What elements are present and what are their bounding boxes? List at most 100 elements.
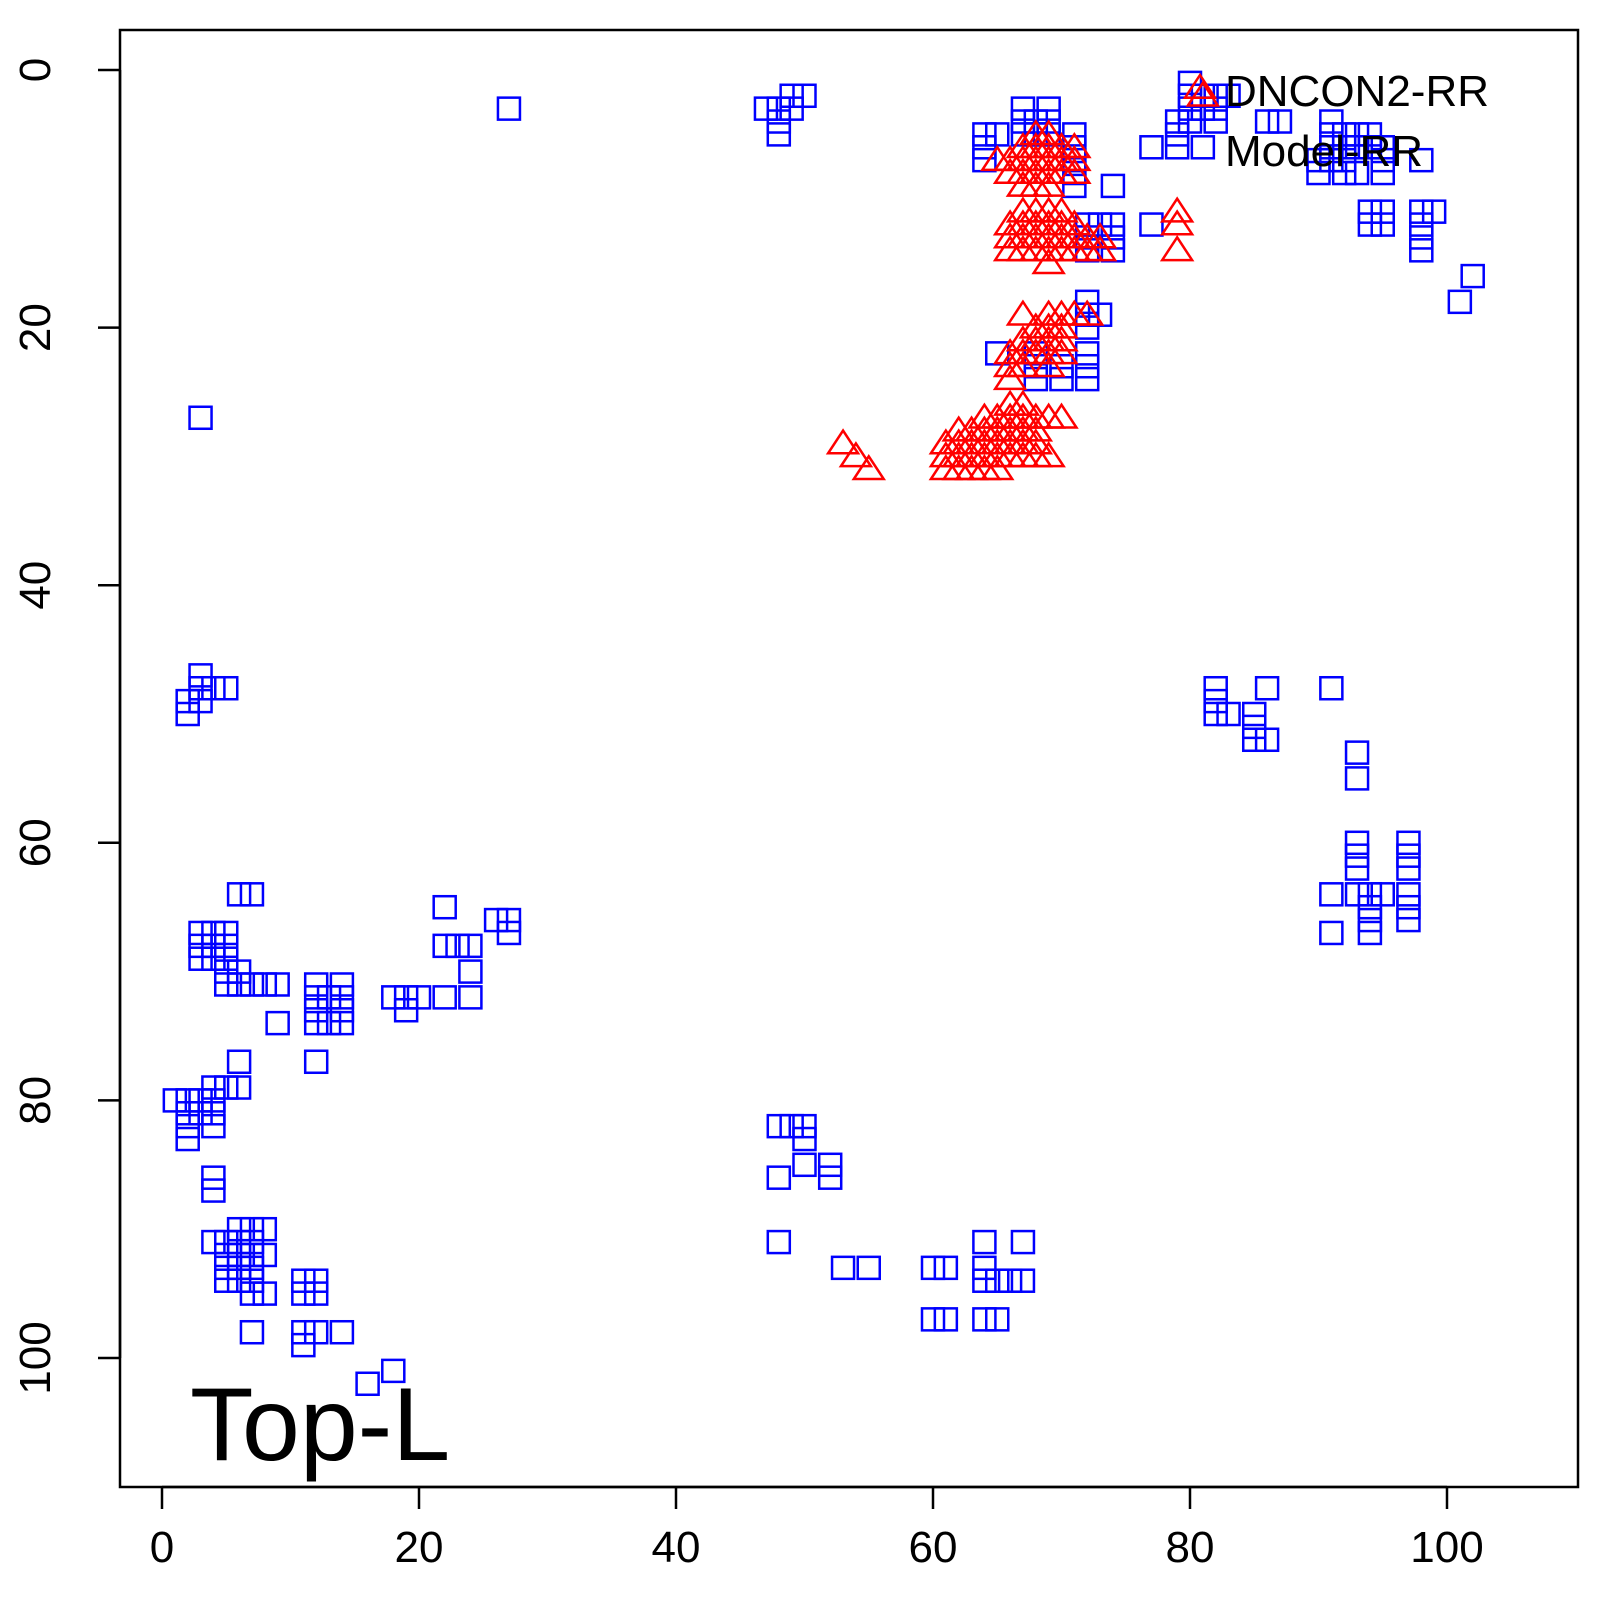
data-point-triangle <box>1031 170 1066 197</box>
x-tick-label: 0 <box>150 1523 174 1572</box>
data-point-square <box>1049 366 1074 392</box>
data-point-square <box>779 1113 804 1139</box>
data-point-square <box>1396 882 1421 907</box>
data-point-square <box>381 985 406 1010</box>
x-tick-label: 60 <box>909 1523 958 1572</box>
data-point-square <box>1357 894 1383 920</box>
data-point-square <box>226 1268 252 1293</box>
data-point-square <box>214 933 239 959</box>
x-tick-label: 40 <box>652 1523 701 1572</box>
data-point-square <box>496 96 522 121</box>
data-point-triangle <box>1159 209 1195 236</box>
data-point-square <box>329 997 355 1023</box>
data-point-triangle <box>1018 428 1054 455</box>
data-point-triangle <box>1057 209 1092 236</box>
data-point-square <box>214 959 239 984</box>
data-point-square <box>201 933 226 959</box>
data-point-triangle <box>851 454 887 481</box>
data-point-square <box>1370 147 1395 173</box>
data-point-square <box>175 688 200 714</box>
data-point-square <box>175 1101 200 1126</box>
data-point-triangle <box>992 363 1028 391</box>
data-point-square <box>1357 212 1383 237</box>
data-point-square <box>201 1075 226 1100</box>
data-point-square <box>226 972 252 997</box>
data-point-square <box>1306 160 1331 186</box>
data-point-triangle <box>1044 312 1079 339</box>
data-point-triangle <box>1005 389 1041 416</box>
data-point-triangle <box>1005 299 1041 326</box>
data-point-square <box>1409 225 1434 250</box>
data-point-square <box>1409 147 1434 173</box>
data-point-triangle <box>1031 247 1066 275</box>
data-point-square <box>1216 701 1241 727</box>
data-point-square <box>239 972 265 997</box>
data-point-square <box>1190 96 1216 121</box>
data-point-square <box>933 1307 959 1332</box>
data-point-square <box>1331 147 1357 173</box>
data-point-square <box>933 1255 959 1281</box>
data-point-square <box>1254 727 1280 753</box>
data-point-square <box>1344 843 1370 868</box>
data-point-square <box>406 985 432 1010</box>
data-point-triangle <box>838 441 874 468</box>
data-point-square <box>766 1113 792 1139</box>
data-point-square <box>329 1319 355 1345</box>
data-point-square <box>830 1255 856 1281</box>
data-point-square <box>201 1229 226 1255</box>
data-point-square <box>201 946 226 971</box>
data-point-square <box>201 675 226 701</box>
data-point-square <box>856 1255 881 1281</box>
data-point-square <box>1396 830 1421 856</box>
data-point-square <box>1331 135 1357 160</box>
data-point-triangle <box>1044 402 1079 429</box>
data-point-square <box>1319 920 1344 946</box>
series-dncon2-rr <box>825 80 1221 481</box>
data-point-square <box>226 1075 252 1100</box>
data-point-square <box>1331 160 1357 186</box>
data-point-square <box>920 1307 946 1332</box>
data-point-square <box>316 1010 342 1036</box>
data-point-square <box>226 1255 252 1281</box>
data-point-square <box>188 405 213 431</box>
data-point-square <box>1203 109 1228 134</box>
y-tick-label: 100 <box>11 1321 60 1394</box>
data-point-square <box>1344 740 1370 765</box>
data-point-square <box>1357 122 1383 147</box>
data-point-square <box>303 1319 329 1345</box>
data-point-square <box>214 1242 239 1268</box>
data-point-square <box>239 1319 265 1345</box>
data-point-triangle <box>1069 299 1105 326</box>
data-point-square <box>1203 688 1228 714</box>
data-point-square <box>265 1010 290 1036</box>
data-point-square <box>1074 289 1100 315</box>
data-point-square <box>792 83 817 109</box>
y-tick-label: 20 <box>11 303 60 352</box>
data-point-square <box>985 1268 1010 1293</box>
data-point-square <box>1242 714 1267 740</box>
data-point-square <box>239 882 265 907</box>
data-point-square <box>458 933 483 959</box>
data-point-triangle <box>1031 441 1066 468</box>
data-point-square <box>1357 882 1383 907</box>
data-point-square <box>329 985 355 1010</box>
data-point-square <box>252 972 278 997</box>
data-point-square <box>1319 109 1344 134</box>
data-point-triangle <box>1159 235 1195 262</box>
data-point-square <box>1370 882 1395 907</box>
data-point-square <box>1396 907 1421 933</box>
data-point-square <box>1396 894 1421 920</box>
data-point-square <box>1357 920 1383 946</box>
data-point-square <box>226 1216 252 1242</box>
data-point-square <box>214 972 239 997</box>
data-point-square <box>1344 830 1370 856</box>
data-point-square <box>188 1088 213 1113</box>
data-point-square <box>1319 135 1344 160</box>
data-point-square <box>252 1281 278 1306</box>
data-point-square <box>214 675 239 701</box>
data-point-square <box>766 109 792 134</box>
data-point-square <box>175 1126 200 1152</box>
data-point-square <box>972 1255 997 1281</box>
data-point-square <box>291 1268 316 1293</box>
